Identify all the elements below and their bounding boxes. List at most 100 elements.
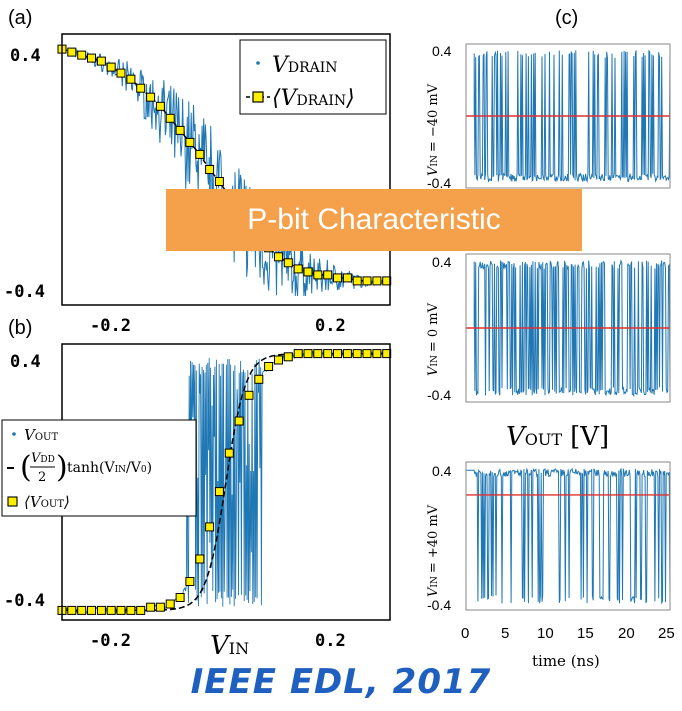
vout-mean-point (342, 349, 352, 359)
legend-vout-marker (12, 432, 16, 436)
vdrain-mean-point (136, 83, 146, 93)
vout-mean-point (224, 448, 234, 458)
vdrain-mean-point (87, 53, 96, 63)
vout-mean-point (205, 522, 215, 532)
vout-time-trace (466, 467, 671, 605)
vout-mean-point (283, 352, 293, 362)
panel-a: 0.4 -0.4 -0.2 0.2 VDRAIN ⟨VDRAIN⟩ (4, 33, 392, 336)
vdrain-mean-point (283, 258, 293, 268)
panel-c-sub1-label: VIN= −40 mV (426, 83, 441, 176)
vout-mean-point (303, 349, 313, 359)
panel-c-xtick-20: 20 (618, 625, 635, 642)
panel-a-frame (61, 33, 391, 306)
panel-a-legend-box (239, 39, 387, 115)
panel-a-legend: VDRAIN ⟨VDRAIN⟩ (239, 39, 387, 115)
panel-b-xtick-right: 0.2 (315, 631, 346, 651)
vout-mean-point (274, 355, 283, 365)
vout-mean-point (333, 349, 342, 359)
panel-c-xtick-0: 0 (461, 625, 469, 642)
vout-mean-point (313, 349, 323, 359)
vout-mean-point (96, 605, 106, 615)
legend-tanh-func: tanh(VIN/V0) (67, 460, 152, 476)
vout-mean-point (67, 605, 77, 615)
vdrain-mean-point (293, 264, 303, 274)
panel-a-xtick-right: 0.2 (315, 316, 346, 336)
vdrain-mean-point (372, 276, 382, 286)
vout-mean-point (195, 554, 205, 564)
vout-mean-point (254, 374, 264, 384)
vout-mean-point (352, 349, 362, 359)
panel-c-sub1-ytick-top: 0.4 (432, 43, 452, 59)
legend-tanh-two: 2 (38, 470, 46, 485)
vdrain-mean-point (205, 165, 215, 174)
vout-mean-point (244, 390, 254, 400)
panel-a-ytick-top: 0.4 (10, 46, 41, 66)
vdrain-mean-point (195, 149, 205, 159)
title-banner: P-bit Characteristic (166, 189, 582, 251)
panel-c-sub3-ytick-bottom: -0.4 (427, 597, 451, 613)
panel-c-ylabel: VOUT [V] (506, 422, 609, 452)
panel-b-ytick-bottom: -0.4 (4, 591, 45, 611)
panel-a-xtick-left: -0.2 (90, 316, 131, 336)
vout-mean-point (87, 605, 96, 615)
legend-tanh-vdd: VDD (31, 451, 55, 466)
panel-label-a: (a) (8, 7, 32, 29)
panel-b-xtick-left: -0.2 (90, 631, 131, 651)
panel-c-sub2-label: VIN= 0 mV (426, 302, 441, 376)
panel-c: 0.4 -0.4 0.4 -0.4 0.4 -0.4 VIN= −40 mV V… (426, 43, 675, 670)
vout-mean-point (136, 605, 146, 615)
legend-tanh-paren-open: ( (20, 450, 32, 485)
vout-time-trace (466, 49, 671, 183)
panel-c-sub1-ytick-bottom: -0.4 (427, 175, 451, 191)
vout-mean-point (234, 416, 244, 426)
panel-c-frame-2 (465, 253, 671, 403)
legend-mean-label: ⟨VDRAIN⟩ (272, 86, 355, 111)
panel-c-frame-3 (465, 461, 671, 611)
vout-time-trace (466, 259, 671, 398)
legend-tanh-paren-close: ) (56, 450, 68, 485)
panel-c-xtick-25: 25 (658, 625, 675, 642)
vout-mean-point (106, 605, 116, 615)
vout-mean-point (293, 349, 303, 359)
panel-c-sub3-ytick-top: 0.4 (432, 463, 452, 479)
vdrain-mean-point (106, 62, 116, 72)
vout-mean-point (175, 593, 185, 602)
legend-vout-mean-marker (7, 496, 18, 507)
vdrain-mean-point (126, 74, 136, 84)
vout-mean-point (362, 349, 372, 359)
vdrain-mean-point (333, 273, 342, 283)
panel-c-sub2-ytick-top: 0.4 (432, 254, 452, 270)
vout-mean-point (146, 602, 156, 612)
vdrain-mean-point (96, 56, 106, 66)
panel-c-sub3-label: VIN= +40 mV (426, 504, 441, 597)
citation: IEEE EDL, 2017 (190, 662, 492, 702)
vdrain-mean-point (323, 270, 333, 280)
vdrain-mean-point (214, 177, 224, 186)
legend-mean-marker (252, 91, 264, 103)
panel-c-xtick-10: 10 (537, 625, 554, 642)
vdrain-mean-point (116, 68, 126, 78)
vdrain-mean-point (146, 92, 156, 102)
panel-b-xlabel: VIN (210, 631, 249, 661)
panel-label-c: (c) (555, 7, 578, 29)
vdrain-mean-point (342, 273, 352, 283)
panel-c-xlabel: time (ns) (532, 652, 600, 670)
vout-mean-point (155, 602, 165, 612)
panel-c-sub2-ytick-bottom: -0.4 (427, 387, 451, 403)
panel-c-xtick-15: 15 (577, 625, 594, 642)
vout-mean-point (77, 605, 87, 615)
vout-mean-point (116, 605, 126, 615)
panel-label-b: (b) (8, 317, 32, 339)
panel-c-data (466, 49, 671, 605)
vdrain-mean-point (155, 101, 165, 111)
vout-mean-point (372, 349, 382, 359)
panel-b-legend-box (1, 419, 197, 517)
vdrain-mean-point (274, 252, 283, 262)
vout-mean-point (214, 487, 224, 497)
vdrain-mean-point (185, 137, 195, 147)
panel-b-legend: VOUT ( VDD 2 ) tanh(VIN/V0) ⟨VOUT⟩ (1, 419, 197, 517)
panel-b: 0.4 -0.4 -0.2 0.2 VIN VOUT ( VDD 2 ) tan… (1, 343, 392, 661)
vdrain-mean-point (352, 276, 362, 286)
vout-mean-point (165, 599, 175, 609)
